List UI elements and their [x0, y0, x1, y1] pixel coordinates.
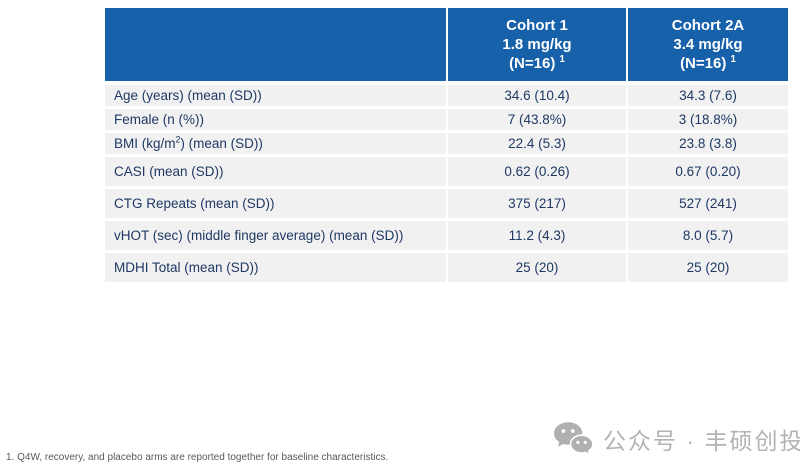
- baseline-characteristics-table: Cohort 1 1.8 mg/kg (N=16) 1 Cohort 2A 3.4 m…: [105, 8, 788, 285]
- footnote: 1. Q4W, recovery, and placebo arms are r…: [6, 452, 389, 463]
- cohort1-value: 11.2 (4.3): [446, 221, 626, 253]
- row-label: vHOT (sec) (middle finger average) (mean…: [105, 221, 446, 253]
- table-row: Female (n (%)) 7 (43.8%) 3 (18.8%): [105, 109, 788, 133]
- cohort2a-value: 3 (18.8%): [626, 109, 788, 133]
- table-body: Age (years) (mean (SD)) 34.6 (10.4) 34.3 (…: [105, 85, 788, 285]
- row-label: Female (n (%)): [105, 109, 446, 133]
- watermark-text: 公众号 · 丰硕创投: [603, 428, 800, 454]
- row-label: MDHI Total (mean (SD)): [105, 253, 446, 285]
- cohort1-value: 22.4 (5.3): [446, 133, 626, 157]
- cohort2a-value: 527 (241): [626, 189, 788, 221]
- table-row: Age (years) (mean (SD)) 34.6 (10.4) 34.3 (…: [105, 85, 788, 109]
- row-label: Age (years) (mean (SD)): [105, 85, 446, 109]
- cohort2a-value: 0.67 (0.20): [626, 157, 788, 189]
- cohort1-value: 25 (20): [446, 253, 626, 285]
- cohort1-value: 34.6 (10.4): [446, 85, 626, 109]
- row-label: BMI (kg/m2) (mean (SD)): [105, 133, 446, 157]
- cohort2a-value: 34.3 (7.6): [626, 85, 788, 109]
- table-row: CTG Repeats (mean (SD)) 375 (217) 527 (241…: [105, 189, 788, 221]
- cohort1-value: 375 (217): [446, 189, 626, 221]
- cohort2a-value: 8.0 (5.7): [626, 221, 788, 253]
- header-cohort2a: Cohort 2A 3.4 mg/kg (N=16) 1: [626, 8, 788, 85]
- row-label: CASI (mean (SD)): [105, 157, 446, 189]
- wechat-icon: [553, 421, 594, 457]
- cohort1-value: 7 (43.8%): [446, 109, 626, 133]
- table-row: CASI (mean (SD)) 0.62 (0.26) 0.67 (0.20): [105, 157, 788, 189]
- table-row: vHOT (sec) (middle finger average) (mean…: [105, 221, 788, 253]
- header-empty-cell: [105, 8, 446, 85]
- table-row: BMI (kg/m2) (mean (SD)) 22.4 (5.3) 23.8 (3…: [105, 133, 788, 157]
- row-label: CTG Repeats (mean (SD)): [105, 189, 446, 221]
- header-cohort1: Cohort 1 1.8 mg/kg (N=16) 1: [446, 8, 626, 85]
- watermark: 公众号 · 丰硕创投: [553, 421, 800, 457]
- table-row: MDHI Total (mean (SD)) 25 (20) 25 (20): [105, 253, 788, 285]
- cohort2a-value: 25 (20): [626, 253, 788, 285]
- table-header-row: Cohort 1 1.8 mg/kg (N=16) 1 Cohort 2A 3.4 m…: [105, 8, 788, 85]
- cohort1-value: 0.62 (0.26): [446, 157, 626, 189]
- cohort2a-value: 23.8 (3.8): [626, 133, 788, 157]
